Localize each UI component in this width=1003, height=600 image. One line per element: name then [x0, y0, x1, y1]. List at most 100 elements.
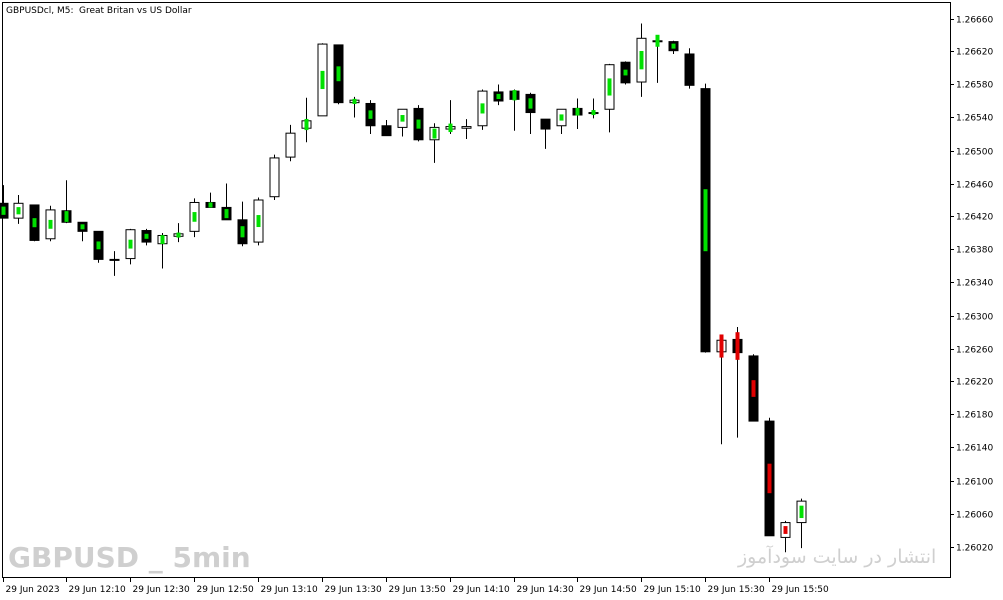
- candle-marker: [671, 43, 676, 49]
- candle: [780, 520, 791, 553]
- candle: [540, 118, 551, 149]
- candle-marker: [719, 334, 724, 358]
- watermark-symbol-timeframe: GBPUSD _ 5min: [8, 541, 251, 574]
- time-tick-label: 29 Jun 15:50: [772, 585, 829, 595]
- candle: [588, 98, 599, 119]
- watermark-publisher: انتشار در سایت سودآموز: [738, 546, 937, 568]
- candle: [509, 89, 520, 131]
- candle-marker: [224, 209, 229, 219]
- time-tick-label: 29 Jun 12:50: [197, 585, 254, 595]
- candle-marker: [256, 215, 261, 228]
- candle: [205, 192, 216, 208]
- candle: [700, 83, 711, 353]
- candle: [109, 251, 120, 276]
- time-tick-label: 29 Jun 15:10: [644, 585, 701, 595]
- price-tick-label: 1.26500: [956, 148, 993, 158]
- candle-marker: [144, 233, 149, 239]
- candle: [253, 197, 264, 246]
- candle-marker: [400, 115, 405, 122]
- candle: [269, 154, 280, 200]
- candle: [620, 61, 631, 85]
- candle-marker: [480, 103, 485, 114]
- candle: [157, 233, 168, 269]
- candle: [29, 204, 40, 242]
- chart-header-description: Great Britan vs US Dollar: [79, 6, 192, 16]
- candle: [556, 108, 567, 134]
- price-tick-label: 1.26140: [956, 444, 993, 454]
- candle-marker: [528, 98, 533, 109]
- candle: [13, 195, 24, 224]
- price-tick-label: 1.26420: [956, 213, 993, 223]
- candle: [285, 124, 296, 162]
- candle-marker: [16, 207, 21, 215]
- time-tick-label: 29 Jun 13:50: [389, 585, 446, 595]
- candle: [684, 48, 695, 89]
- candle-body: [285, 132, 296, 158]
- candle: [333, 44, 344, 105]
- candle: [397, 108, 408, 137]
- time-tick-label: 29 Jun 12:30: [133, 585, 190, 595]
- candle-body: [461, 126, 472, 129]
- candle-marker: [591, 110, 596, 116]
- price-tick-label: 1.26100: [956, 478, 993, 488]
- time-tick-label: 29 Jun 14:10: [453, 585, 510, 595]
- price-tick-label: 1.26060: [956, 511, 993, 521]
- candle-marker: [208, 202, 213, 208]
- candle-marker: [703, 189, 708, 252]
- price-tick-label: 1.26020: [956, 544, 993, 554]
- candle: [349, 96, 360, 118]
- candle-marker: [799, 505, 804, 519]
- time-tick-label: 29 Jun 13:10: [261, 585, 318, 595]
- candles-layer: [0, 23, 807, 553]
- candle-marker: [416, 119, 421, 129]
- candle: [0, 185, 9, 219]
- candle: [413, 105, 424, 142]
- candle-marker: [32, 218, 37, 228]
- candle: [668, 40, 679, 54]
- candle-body: [540, 118, 551, 130]
- time-axis: 29 Jun 2023 29 Jun 12:10 29 Jun 12:30 29 Ju…: [3, 578, 829, 595]
- candle-marker: [639, 50, 644, 70]
- candle: [317, 43, 328, 117]
- price-tick-label: 1.26340: [956, 279, 993, 289]
- candle-marker: [432, 128, 437, 139]
- candle: [493, 84, 504, 106]
- candle: [461, 119, 472, 139]
- candle-marker: [352, 98, 357, 104]
- candle-marker: [575, 107, 580, 116]
- candle: [125, 228, 136, 265]
- candle: [748, 354, 759, 422]
- candle-marker: [607, 78, 612, 96]
- candle: [221, 183, 232, 221]
- candle-marker: [655, 34, 660, 47]
- time-tick-label: 29 Jun 15:30: [708, 585, 765, 595]
- candle: [189, 198, 200, 238]
- candle: [93, 230, 104, 263]
- price-tick-label: 1.26380: [956, 246, 993, 256]
- price-tick-label: 1.26580: [956, 81, 993, 91]
- candle-marker: [80, 224, 85, 230]
- candle: [61, 180, 72, 224]
- candle-marker: [96, 241, 101, 250]
- candle: [652, 34, 663, 83]
- time-tick-label: 29 Jun 2023: [6, 585, 60, 595]
- candle: [525, 92, 536, 134]
- time-tick-label: 29 Jun 13:30: [325, 585, 382, 595]
- candle-body: [109, 258, 120, 261]
- candle-marker: [512, 90, 517, 101]
- candle-marker: [64, 211, 69, 222]
- price-tick-label: 1.26180: [956, 411, 993, 421]
- candle-marker: [336, 66, 341, 82]
- candle-body: [684, 53, 695, 86]
- candle: [365, 100, 376, 134]
- candle-marker: [192, 212, 197, 222]
- price-tick-label: 1.26620: [956, 48, 993, 58]
- candle-body: [381, 125, 392, 137]
- price-tick-label: 1.26300: [956, 313, 993, 323]
- candle-marker: [623, 69, 628, 76]
- time-tick-label: 29 Jun 14:50: [580, 585, 637, 595]
- price-tick-label: 1.26660: [956, 16, 993, 26]
- candle-marker: [559, 114, 564, 121]
- price-tick-label: 1.26260: [956, 346, 993, 356]
